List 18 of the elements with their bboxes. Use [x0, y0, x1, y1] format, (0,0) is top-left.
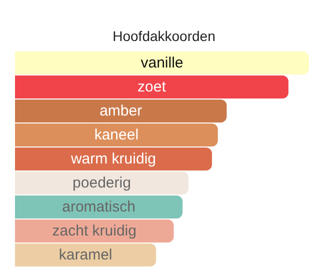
y-tick-label: karamel [58, 246, 112, 264]
bar [15, 51, 309, 75]
y-tick-label: amber [100, 102, 142, 120]
y-tick-label: aromatisch [62, 198, 136, 216]
y-tick-label: zoet [138, 78, 167, 96]
bar [15, 123, 218, 147]
y-tick-label: warm kruidig [70, 150, 156, 168]
y-tick-label: poederig [72, 174, 131, 192]
bar [15, 147, 212, 171]
bar [15, 75, 288, 99]
bar [15, 171, 188, 195]
bar [15, 243, 156, 267]
y-tick-label: vanille [140, 54, 184, 72]
y-tick-label: kaneel [94, 126, 139, 144]
bar [15, 99, 227, 123]
bar [15, 195, 183, 219]
y-tick-label: zacht kruidig [52, 222, 136, 240]
chart-title: Hoofdakkoorden [112, 28, 216, 44]
